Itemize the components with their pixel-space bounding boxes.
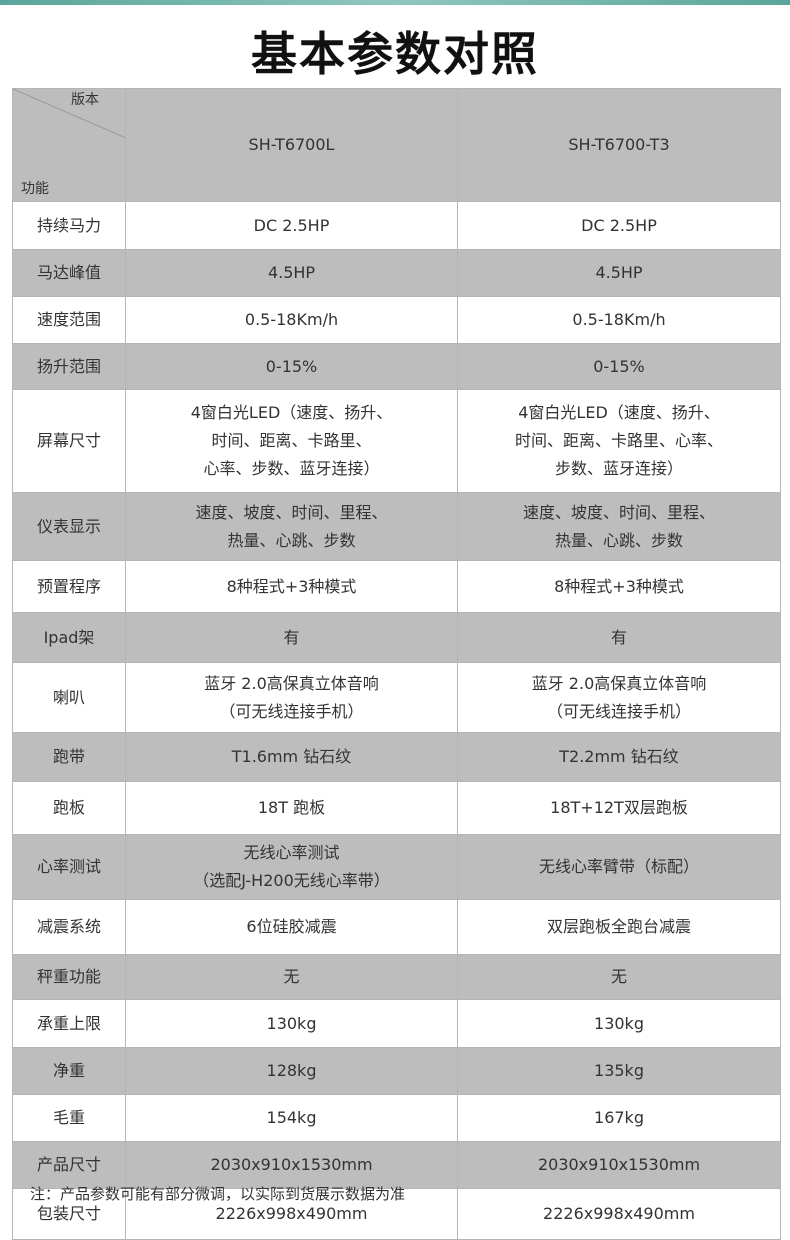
feature-cell: 跑板 xyxy=(12,781,126,835)
feature-cell: 仪表显示 xyxy=(12,492,126,561)
table-row: 心率测试 无线心率测试 （选配J-H200无线心率带） 无线心率臂带（标配） xyxy=(12,834,781,900)
value-cell: 135kg xyxy=(457,1047,781,1095)
feature-cell: 速度范围 xyxy=(12,296,126,344)
table-row: 喇叭 蓝牙 2.0高保真立体音响 （可无线连接手机） 蓝牙 2.0高保真立体音响 （… xyxy=(12,662,781,733)
feature-cell: 马达峰值 xyxy=(12,249,126,297)
value-cell: 蓝牙 2.0高保真立体音响 （可无线连接手机） xyxy=(457,662,781,733)
feature-cell: 喇叭 xyxy=(12,662,126,733)
footnote: 注：产品参数可能有部分微调，以实际到货展示数据为准 xyxy=(30,1185,406,1203)
value-cell: 6位硅胶减震 xyxy=(125,899,458,955)
feature-cell: 秤重功能 xyxy=(12,954,126,1000)
value-cell: 无线心率测试 （选配J-H200无线心率带） xyxy=(125,834,458,900)
value-cell: 4窗白光LED（速度、扬升、 时间、距离、卡路里、 心率、步数、蓝牙连接） xyxy=(125,389,458,493)
feature-cell: 承重上限 xyxy=(12,999,126,1048)
table-row: 跑板 18T 跑板 18T+12T双层跑板 xyxy=(12,781,781,835)
feature-cell: 持续马力 xyxy=(12,201,126,250)
value-cell: 8种程式+3种模式 xyxy=(457,560,781,613)
table-row: 预置程序 8种程式+3种模式 8种程式+3种模式 xyxy=(12,560,781,613)
value-cell: 4.5HP xyxy=(457,249,781,297)
feature-cell: 减震系统 xyxy=(12,899,126,955)
table-row: 仪表显示 速度、坡度、时间、里程、 热量、心跳、步数 速度、坡度、时间、里程、 热量… xyxy=(12,492,781,561)
value-cell: 有 xyxy=(125,612,458,663)
table-row: 马达峰值 4.5HP 4.5HP xyxy=(12,249,781,297)
feature-label: 功能 xyxy=(21,181,49,197)
value-cell: T1.6mm 钻石纹 xyxy=(125,732,458,782)
value-cell: 128kg xyxy=(125,1047,458,1095)
value-cell: 无 xyxy=(125,954,458,1000)
feature-cell: 净重 xyxy=(12,1047,126,1095)
value-cell: 0-15% xyxy=(457,343,781,390)
corner-cell: 版本 功能 xyxy=(12,88,126,202)
table-row: 净重 128kg 135kg xyxy=(12,1047,781,1095)
value-cell: 0.5-18Km/h xyxy=(457,296,781,344)
value-cell: 无 xyxy=(457,954,781,1000)
value-cell: 蓝牙 2.0高保真立体音响 （可无线连接手机） xyxy=(125,662,458,733)
value-cell: 167kg xyxy=(457,1094,781,1142)
value-cell: 速度、坡度、时间、里程、 热量、心跳、步数 xyxy=(125,492,458,561)
value-cell: 4窗白光LED（速度、扬升、 时间、距离、卡路里、心率、 步数、蓝牙连接） xyxy=(457,389,781,493)
table-row: 毛重 154kg 167kg xyxy=(12,1094,781,1142)
top-stripe xyxy=(0,0,790,5)
value-cell: 有 xyxy=(457,612,781,663)
feature-cell: 预置程序 xyxy=(12,560,126,613)
version-label: 版本 xyxy=(71,92,99,108)
value-cell: 18T 跑板 xyxy=(125,781,458,835)
feature-cell: 跑带 xyxy=(12,732,126,782)
table-row: 减震系统 6位硅胶减震 双层跑板全跑台减震 xyxy=(12,899,781,955)
page-title: 基本参数对照 xyxy=(251,27,539,81)
value-cell: 双层跑板全跑台减震 xyxy=(457,899,781,955)
value-cell: 0.5-18Km/h xyxy=(125,296,458,344)
table-row: Ipad架有有 xyxy=(12,612,781,663)
model-header: SH-T6700L xyxy=(125,88,458,202)
value-cell: 2030x910x1530mm xyxy=(125,1141,458,1189)
value-cell: 无线心率臂带（标配） xyxy=(457,834,781,900)
table-header-row: 版本 功能 SH-T6700L SH-T6700-T3 xyxy=(12,88,781,202)
value-cell: 8种程式+3种模式 xyxy=(125,560,458,613)
table-row: 速度范围 0.5-18Km/h 0.5-18Km/h xyxy=(12,296,781,344)
value-cell: 4.5HP xyxy=(125,249,458,297)
spec-table: 版本 功能 SH-T6700L SH-T6700-T3 持续马力 DC 2.5HP… xyxy=(12,88,781,1240)
value-cell: 18T+12T双层跑板 xyxy=(457,781,781,835)
value-cell: DC 2.5HP xyxy=(125,201,458,250)
table-row: 扬升范围 0-15% 0-15% xyxy=(12,343,781,390)
feature-cell: 毛重 xyxy=(12,1094,126,1142)
model-header: SH-T6700-T3 xyxy=(457,88,781,202)
table-row: 屏幕尺寸 4窗白光LED（速度、扬升、 时间、距离、卡路里、 心率、步数、蓝牙连接… xyxy=(12,389,781,493)
table-row: 持续马力 DC 2.5HP DC 2.5HP xyxy=(12,201,781,250)
value-cell: 130kg xyxy=(125,999,458,1048)
table-row: 产品尺寸 2030x910x1530mm 2030x910x1530mm xyxy=(12,1141,781,1189)
value-cell: 2030x910x1530mm xyxy=(457,1141,781,1189)
value-cell: 2226x998x490mm xyxy=(457,1188,781,1240)
feature-cell: 心率测试 xyxy=(12,834,126,900)
value-cell: 0-15% xyxy=(125,343,458,390)
feature-cell: 屏幕尺寸 xyxy=(12,389,126,493)
diagonal-line xyxy=(13,89,126,138)
value-cell: T2.2mm 钻石纹 xyxy=(457,732,781,782)
value-cell: 154kg xyxy=(125,1094,458,1142)
table-row: 承重上限 130kg 130kg xyxy=(12,999,781,1048)
feature-cell: 扬升范围 xyxy=(12,343,126,390)
value-cell: 130kg xyxy=(457,999,781,1048)
table-row: 秤重功能无无 xyxy=(12,954,781,1000)
feature-cell: Ipad架 xyxy=(12,612,126,663)
value-cell: 速度、坡度、时间、里程、 热量、心跳、步数 xyxy=(457,492,781,561)
value-cell: DC 2.5HP xyxy=(457,201,781,250)
table-row: 跑带 T1.6mm 钻石纹 T2.2mm 钻石纹 xyxy=(12,732,781,782)
feature-cell: 产品尺寸 xyxy=(12,1141,126,1189)
